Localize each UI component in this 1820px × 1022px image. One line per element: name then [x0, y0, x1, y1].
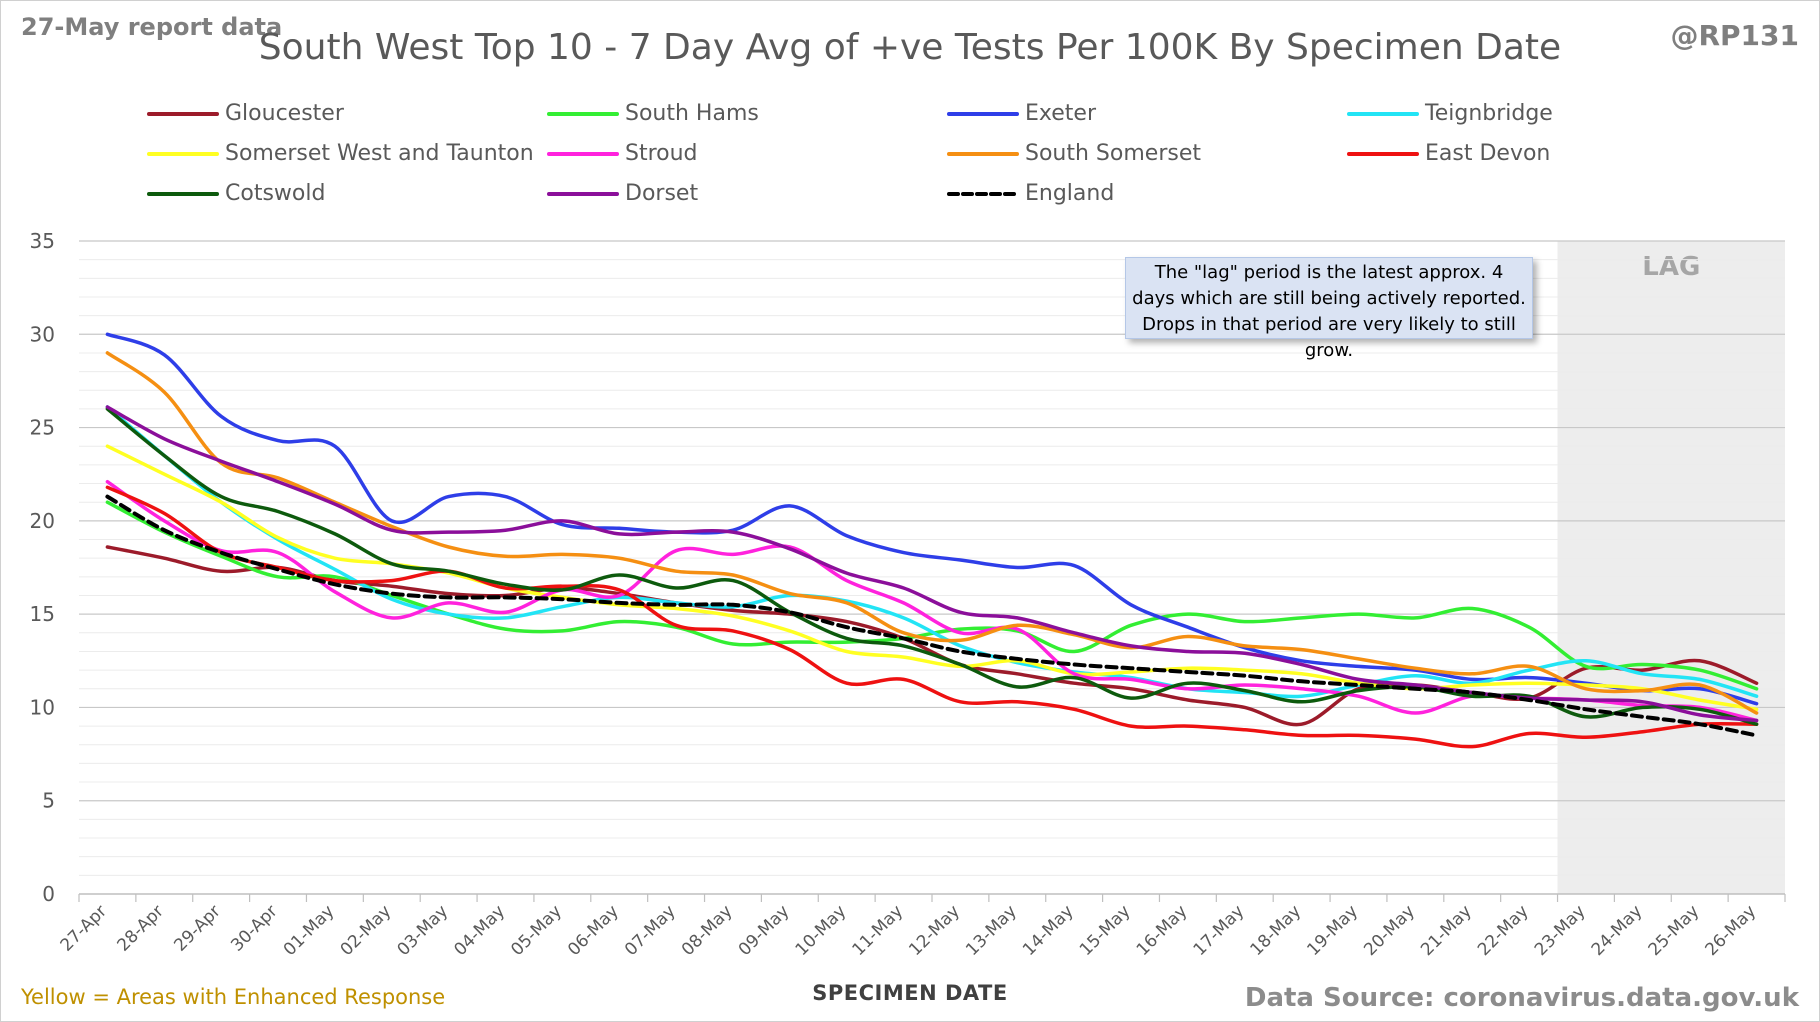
x-tick-label: 15-May	[1076, 901, 1135, 960]
legend-swatch	[1347, 151, 1419, 156]
legend-label: England	[1025, 181, 1115, 206]
legend-swatch	[147, 191, 219, 196]
legend-swatch	[947, 111, 1019, 116]
data-source: Data Source: coronavirus.data.gov.uk	[1244, 983, 1799, 1013]
x-tick-label: 01-May	[280, 901, 339, 960]
x-tick-label: 25-May	[1645, 901, 1704, 960]
legend-item: South Somerset	[947, 141, 1201, 166]
y-tick-label: 30	[30, 322, 55, 346]
x-tick-label: 17-May	[1190, 901, 1249, 960]
legend-label: South Somerset	[1025, 141, 1201, 166]
legend-swatch	[547, 191, 619, 196]
series-line-england	[105, 494, 1759, 738]
x-tick-label: 24-May	[1588, 901, 1647, 960]
legend-item: East Devon	[1347, 141, 1550, 166]
legend-label: Teignbridge	[1425, 101, 1553, 126]
x-tick-label: 12-May	[905, 901, 964, 960]
legend-label: Somerset West and Taunton	[225, 141, 534, 166]
y-tick-label: 15	[30, 602, 55, 626]
chart-title: South West Top 10 - 7 Day Avg of +ve Tes…	[258, 27, 1562, 68]
x-tick-label: 22-May	[1474, 901, 1533, 960]
x-axis-title: SPECIMEN DATE	[812, 981, 1008, 1005]
legend-label: Stroud	[625, 141, 698, 166]
legend-swatch	[947, 191, 1019, 196]
series-line-south-somerset	[105, 351, 1759, 715]
x-tick-label: 11-May	[848, 901, 907, 960]
series-line-exeter	[105, 332, 1759, 706]
legend-swatch	[147, 151, 219, 156]
legend-swatch	[147, 111, 219, 116]
y-tick-label: 0	[42, 882, 55, 906]
x-tick-label: 16-May	[1133, 901, 1192, 960]
legend-item: Gloucester	[147, 101, 344, 126]
x-tick-label: 18-May	[1247, 901, 1306, 960]
legend-swatch	[547, 111, 619, 116]
enhanced-response-note: Yellow = Areas with Enhanced Response	[21, 985, 446, 1009]
legend-item: England	[947, 181, 1114, 206]
x-tick-label: 27-Apr	[57, 901, 111, 955]
series-line-teignbridge	[105, 405, 1759, 699]
x-tick-label: 10-May	[792, 901, 851, 960]
y-tick-label: 5	[42, 789, 55, 813]
lag-region	[1557, 241, 1785, 894]
y-tick-label: 10	[30, 695, 55, 719]
y-tick-label: 35	[30, 229, 55, 253]
x-tick-label: 14-May	[1019, 901, 1078, 960]
series-line-somerset-west-and-taunton	[105, 444, 1759, 712]
legend-swatch	[947, 151, 1019, 156]
x-tick-label: 19-May	[1303, 901, 1362, 960]
legend-item: Exeter	[947, 101, 1096, 126]
x-tick-label: 29-Apr	[170, 901, 224, 955]
legend-label: East Devon	[1425, 141, 1551, 166]
report-date-label: 27-May report data	[21, 13, 283, 41]
legend-swatch	[1347, 111, 1419, 116]
series-line-cotswold	[105, 407, 1759, 726]
legend-item: Cotswold	[147, 181, 325, 206]
legend-swatch	[547, 151, 619, 156]
x-tick-label: 08-May	[678, 901, 737, 960]
y-tick-label: 25	[30, 416, 55, 440]
legend-item: South Hams	[547, 101, 759, 126]
x-tick-label: 06-May	[564, 901, 623, 960]
x-tick-label: 20-May	[1360, 901, 1419, 960]
x-tick-label: 23-May	[1531, 901, 1590, 960]
series-line-east-devon	[105, 485, 1759, 749]
legend-label: Gloucester	[225, 101, 344, 126]
x-tick-label: 13-May	[962, 901, 1021, 960]
x-tick-label: 26-May	[1701, 901, 1760, 960]
x-tick-label: 05-May	[507, 901, 566, 960]
legend-label: Exeter	[1025, 101, 1096, 126]
x-tick-label: 30-Apr	[227, 901, 281, 955]
x-tick-label: 04-May	[450, 901, 509, 960]
legend-item: Teignbridge	[1347, 101, 1553, 126]
legend-item: Stroud	[547, 141, 698, 166]
lag-label: LAG	[1642, 252, 1700, 282]
x-tick-label: 09-May	[735, 901, 794, 960]
x-tick-label: 28-Apr	[114, 901, 168, 955]
legend-label: Cotswold	[225, 181, 326, 206]
x-tick-label: 21-May	[1417, 901, 1476, 960]
y-tick-label: 20	[30, 509, 55, 533]
x-tick-label: 03-May	[394, 901, 453, 960]
legend-label: Dorset	[625, 181, 699, 206]
x-tick-label: 07-May	[621, 901, 680, 960]
legend-item: Somerset West and Taunton	[147, 141, 534, 166]
lag-annotation: The "lag" period is the latest approx. 4…	[1125, 257, 1533, 361]
legend-item: Dorset	[547, 181, 698, 206]
legend-label: South Hams	[625, 101, 759, 126]
author-handle: @RP131	[1670, 19, 1799, 52]
x-tick-label: 02-May	[337, 901, 396, 960]
